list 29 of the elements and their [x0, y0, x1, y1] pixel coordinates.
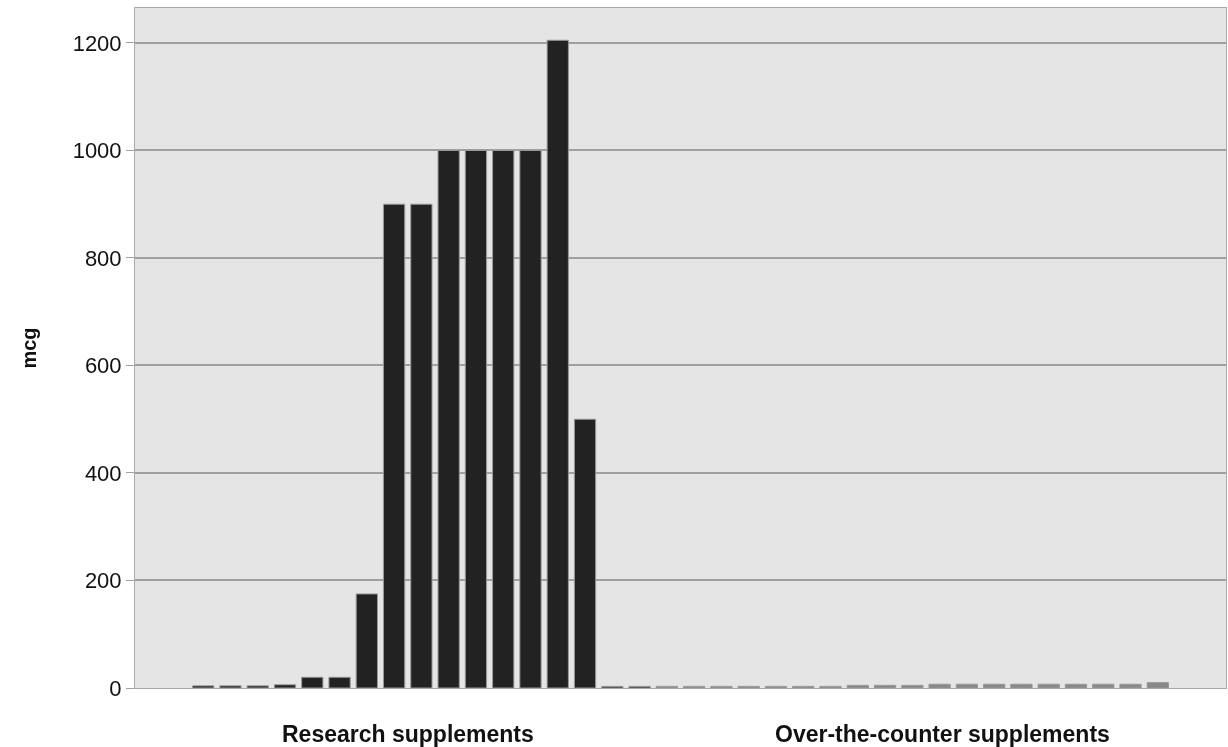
bar [1092, 683, 1115, 688]
bar [219, 685, 242, 688]
y-tick-label: 200 [84, 568, 122, 594]
bar [928, 683, 951, 688]
bar [1037, 683, 1060, 688]
text: Over-the-counter supplements [775, 721, 1110, 747]
bar [246, 685, 269, 688]
y-tick-label: 800 [84, 245, 122, 271]
bar [1119, 683, 1142, 688]
bar [873, 684, 897, 688]
text: Research supplements [282, 721, 534, 747]
y-tick-label: 1000 [72, 138, 122, 164]
bar [955, 683, 979, 688]
bar [273, 684, 297, 688]
bar [846, 684, 869, 688]
bar [301, 676, 324, 688]
bar [192, 685, 215, 688]
bar [901, 684, 924, 688]
bar [328, 676, 351, 688]
y-tick-label: 400 [84, 460, 122, 486]
bar [983, 683, 1006, 688]
y-tick-label: 0 [109, 675, 122, 701]
bar [1010, 683, 1033, 688]
bar [1064, 683, 1088, 688]
bar [1146, 682, 1169, 688]
y-tick-label: 600 [84, 353, 122, 379]
y-axis-title: mcg [18, 327, 41, 369]
bar [355, 593, 378, 688]
y-tick-label: 1200 [72, 30, 122, 56]
